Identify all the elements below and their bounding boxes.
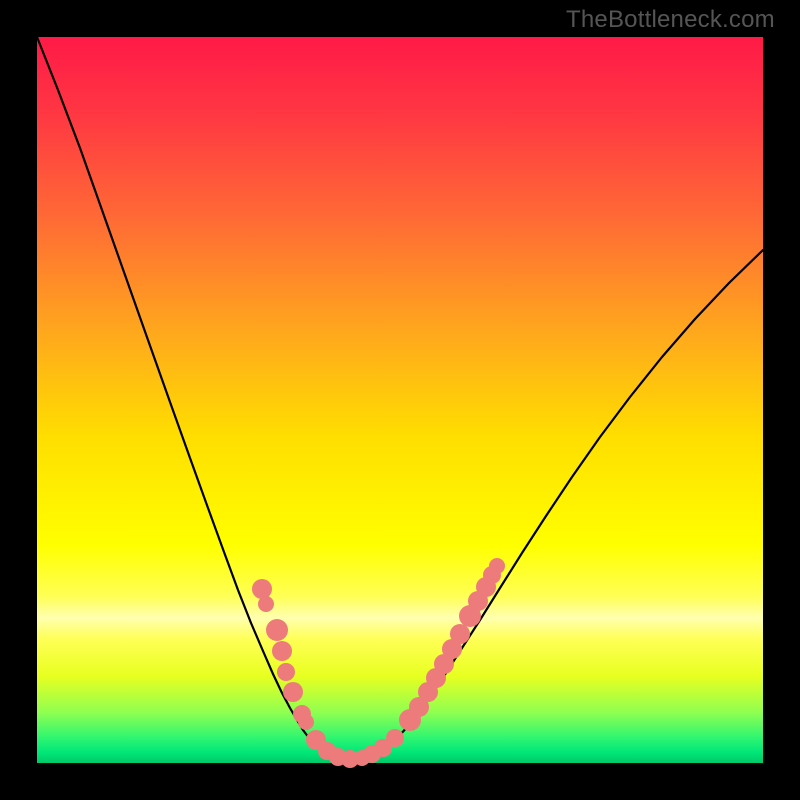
- curve-marker: [489, 558, 505, 574]
- watermark-label: TheBottleneck.com: [566, 6, 775, 34]
- curve-marker: [277, 663, 295, 681]
- bottleneck-chart: [0, 0, 800, 800]
- plot-gradient-background: [37, 37, 763, 763]
- curve-marker: [252, 579, 272, 599]
- curve-marker: [450, 624, 470, 644]
- curve-marker: [283, 682, 303, 702]
- curve-marker: [298, 714, 314, 730]
- curve-marker: [386, 729, 404, 747]
- curve-marker: [266, 619, 288, 641]
- curve-marker: [272, 641, 292, 661]
- curve-marker: [258, 596, 274, 612]
